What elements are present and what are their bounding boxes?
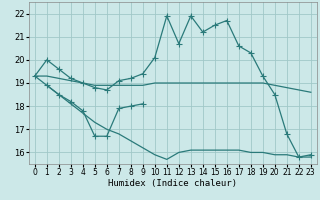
X-axis label: Humidex (Indice chaleur): Humidex (Indice chaleur) (108, 179, 237, 188)
